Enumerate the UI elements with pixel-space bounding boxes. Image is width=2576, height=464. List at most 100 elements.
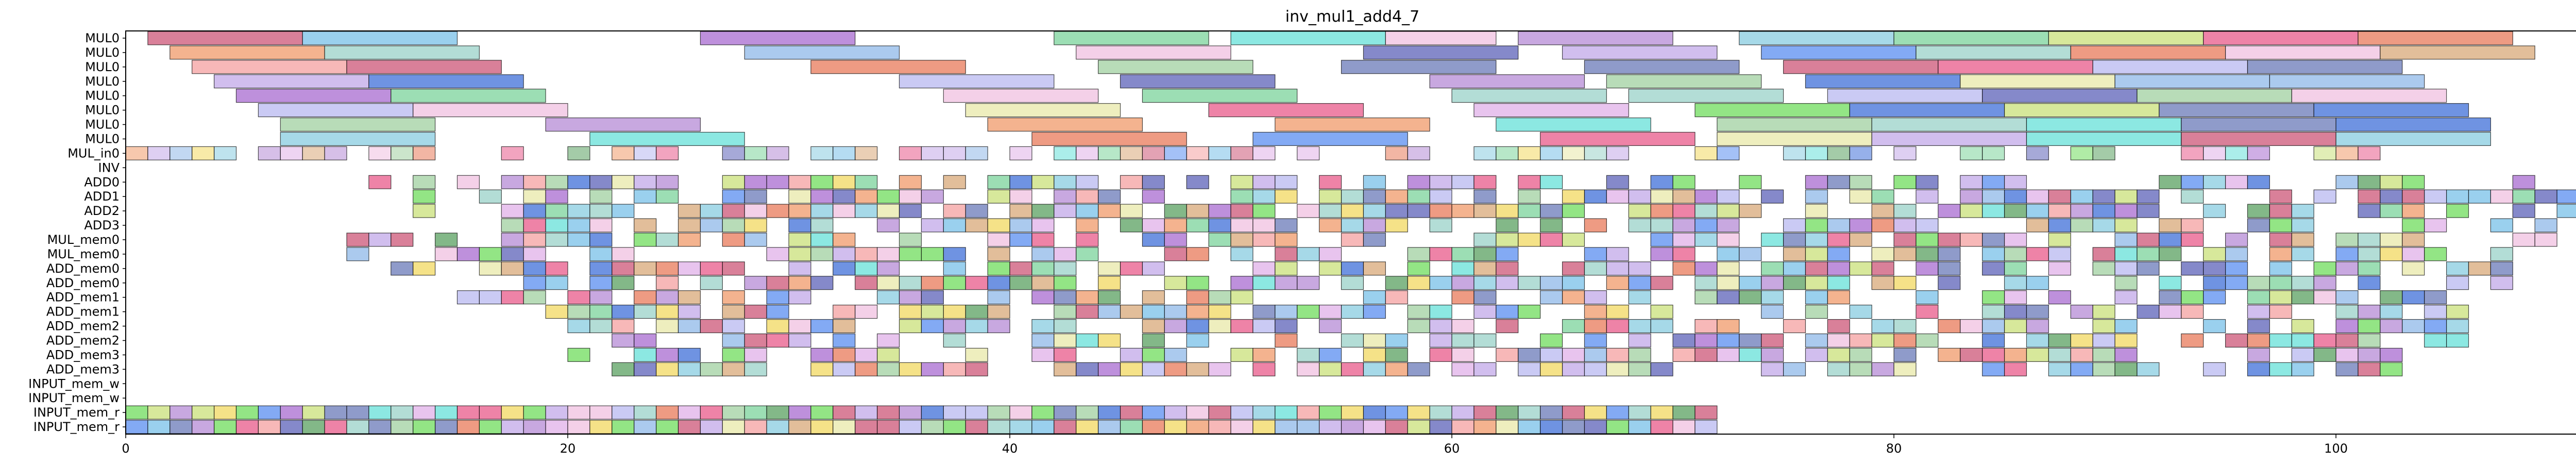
task-bar — [1363, 333, 1386, 348]
task-bar — [1429, 420, 1452, 434]
task-bar — [987, 319, 1010, 334]
task-bar — [1076, 45, 1231, 60]
task-bar — [2048, 189, 2071, 204]
task-bar — [788, 261, 811, 276]
task-bar — [1186, 319, 1209, 334]
task-bar — [1451, 89, 1607, 103]
task-bar — [2026, 146, 2049, 160]
task-bar — [612, 333, 635, 348]
task-bar — [2070, 146, 2093, 160]
task-bar — [987, 290, 1010, 305]
task-bar — [2291, 218, 2314, 233]
task-bar — [1584, 405, 1607, 420]
task-bar — [435, 405, 458, 420]
task-bar — [943, 333, 966, 348]
task-bar — [545, 204, 568, 218]
task-bar — [413, 175, 436, 189]
task-bar — [1451, 276, 1475, 290]
task-bar — [1916, 247, 1939, 261]
task-bar — [1606, 362, 1629, 376]
task-bar — [1761, 45, 1917, 60]
task-bar — [1230, 247, 1253, 261]
task-bar — [2092, 362, 2115, 376]
task-bar — [2291, 347, 2314, 362]
task-bar — [1871, 189, 1894, 204]
task-bar — [1739, 290, 1762, 305]
task-bar — [2070, 45, 2226, 60]
task-bar — [1960, 204, 1983, 218]
task-bar — [2225, 276, 2248, 290]
task-bar — [1496, 319, 1519, 334]
task-bar — [1805, 347, 1828, 362]
task-bar — [1429, 74, 1585, 89]
x-tick-label: 80 — [1886, 441, 1902, 456]
task-bar — [766, 175, 789, 189]
task-bar — [1540, 290, 1563, 305]
task-bar — [1628, 189, 1651, 204]
task-bar — [2380, 189, 2403, 204]
task-bar — [2247, 347, 2270, 362]
task-bar — [567, 218, 590, 233]
task-bar — [1672, 333, 1696, 348]
task-bar — [1385, 31, 1497, 45]
task-bar — [2247, 60, 2403, 74]
task-bar — [1076, 233, 1099, 247]
y-tick-label: MUL0 — [85, 45, 120, 60]
task-bar — [1606, 146, 1629, 160]
task-bar — [2335, 362, 2359, 376]
task-bar — [634, 362, 657, 376]
task-bar — [1960, 319, 1983, 334]
task-bar — [1429, 405, 1452, 420]
task-bar — [2468, 189, 2491, 204]
task-bar — [1650, 247, 1673, 261]
task-bar — [1694, 146, 1718, 160]
task-bar — [2114, 247, 2138, 261]
task-bar — [722, 362, 745, 376]
task-bar — [1473, 261, 1497, 276]
task-bar — [1761, 290, 1784, 305]
task-bar — [744, 204, 767, 218]
task-bar — [523, 204, 546, 218]
task-bar — [943, 362, 966, 376]
task-bar — [1496, 405, 1519, 420]
task-bar — [1628, 347, 1651, 362]
task-bar — [2335, 117, 2491, 132]
task-bar — [987, 276, 1010, 290]
task-bar — [2048, 261, 2071, 276]
task-bar — [2247, 218, 2270, 233]
task-bar — [1982, 233, 2005, 247]
task-bar — [2026, 189, 2049, 204]
task-bar — [744, 405, 767, 420]
task-bar — [2026, 218, 2049, 233]
task-bar — [2490, 218, 2513, 233]
task-bar — [1628, 290, 1651, 305]
task-bar — [2291, 276, 2314, 290]
task-bar — [2468, 261, 2491, 276]
task-bar — [855, 189, 878, 204]
task-bar — [833, 146, 856, 160]
y-tick-label: INPUT_mem_w — [28, 376, 120, 391]
task-bar — [2358, 305, 2381, 319]
task-bar — [1849, 175, 1872, 189]
task-bar — [2137, 247, 2160, 261]
task-bar — [634, 261, 657, 276]
task-bar — [523, 189, 546, 204]
task-bar — [1982, 146, 2005, 160]
task-bar — [1540, 204, 1563, 218]
task-bar — [1694, 189, 1718, 204]
task-bar — [1142, 290, 1165, 305]
task-bar — [1429, 218, 1452, 233]
task-bar — [722, 290, 745, 305]
task-bar — [677, 347, 701, 362]
task-bar — [1496, 218, 1519, 233]
task-bar — [677, 305, 701, 319]
task-bar — [1650, 362, 1673, 376]
task-bar — [1098, 420, 1121, 434]
task-bar — [2048, 333, 2071, 348]
task-bar — [523, 276, 546, 290]
task-bar — [1208, 405, 1231, 420]
task-bar — [833, 333, 856, 348]
task-bar — [435, 233, 458, 247]
task-bar — [1186, 247, 1209, 261]
task-bar — [1739, 204, 1762, 218]
